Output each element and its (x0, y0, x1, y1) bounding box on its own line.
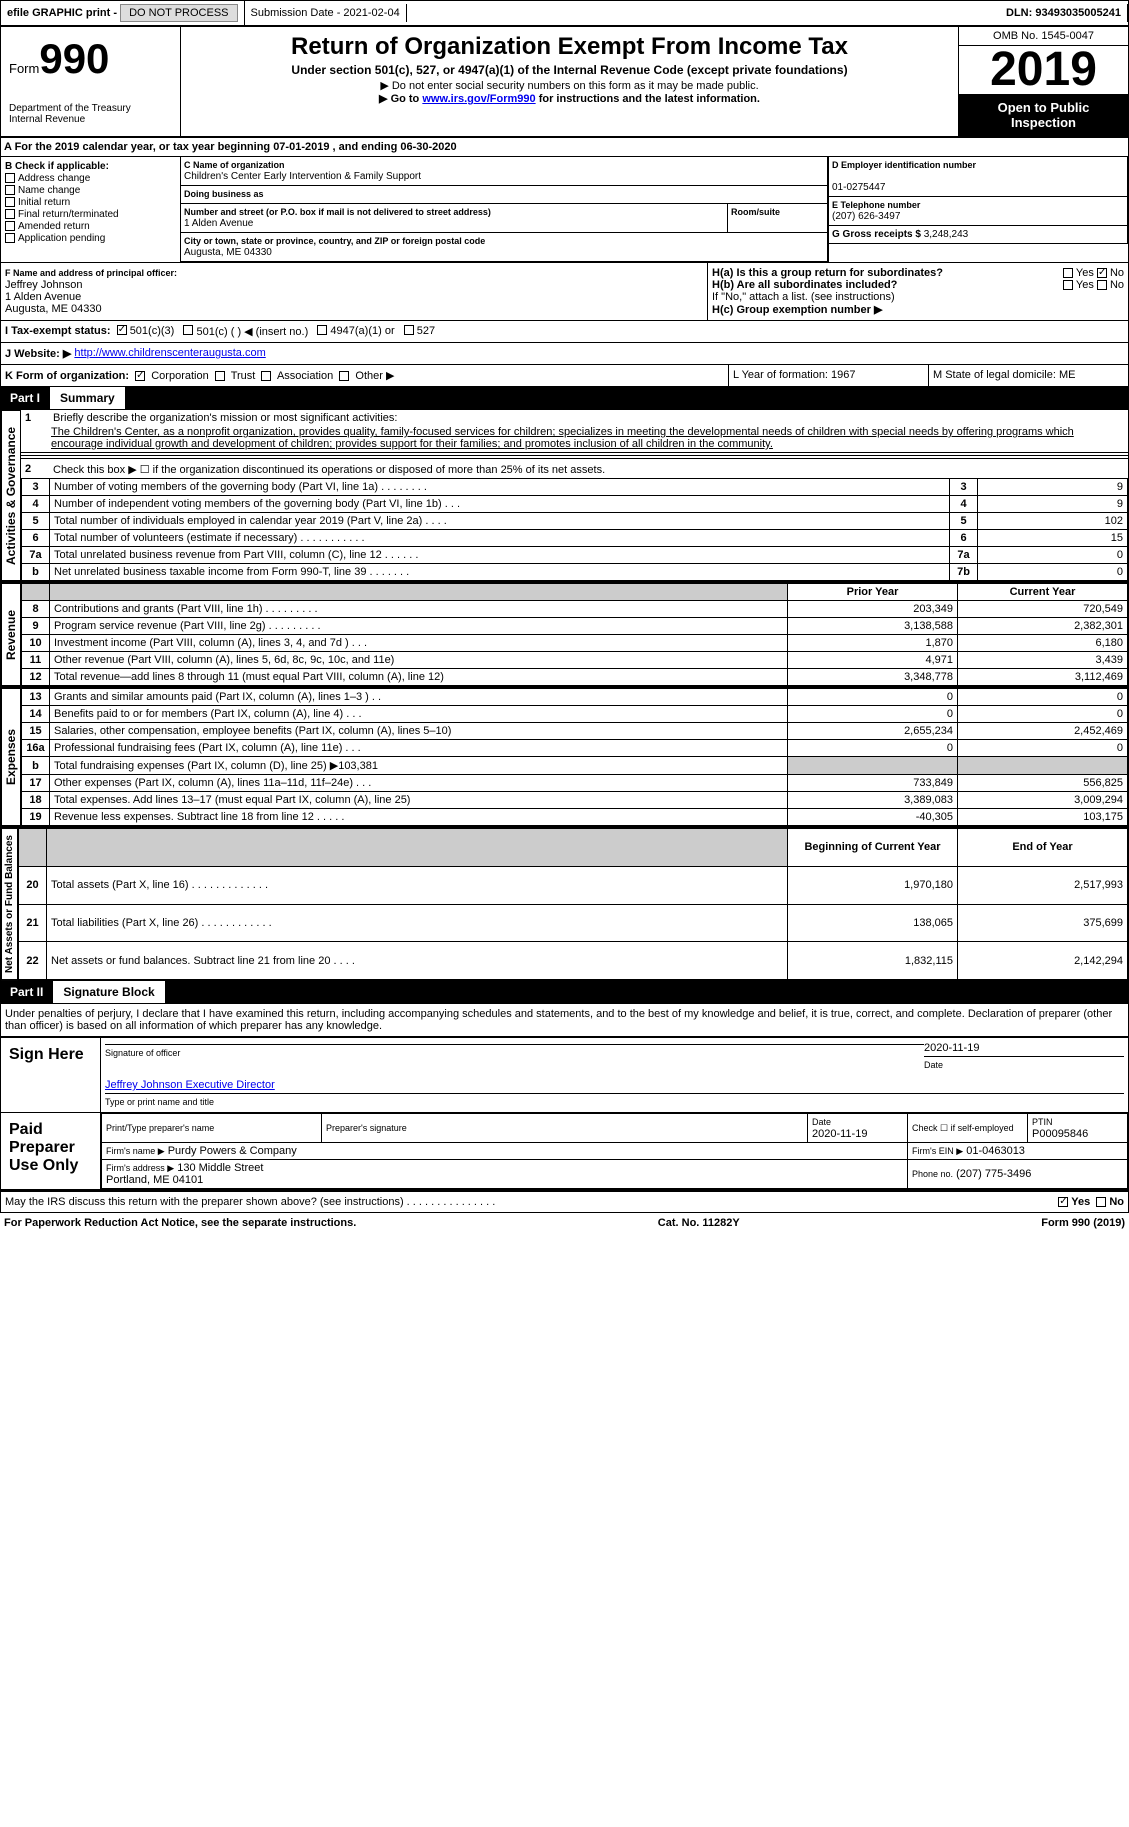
tel: (207) 626-3497 (832, 211, 900, 222)
cat-no: Cat. No. 11282Y (658, 1217, 740, 1229)
form-title: Return of Organization Exempt From Incom… (187, 33, 952, 61)
box-m: M State of legal domicile: ME (928, 365, 1128, 386)
tab-expenses: Expenses (1, 688, 21, 826)
firm-phone: (207) 775-3496 (956, 1168, 1031, 1180)
cb-name: Name change (18, 185, 80, 196)
box-f-lbl: F Name and address of principal officer: (5, 268, 177, 278)
goto-a: ▶ Go to (379, 93, 422, 105)
website-link[interactable]: http://www.childrenscenteraugusta.com (74, 347, 265, 360)
box-l: L Year of formation: 1967 (728, 365, 928, 386)
paid-preparer: Paid Preparer Use Only (1, 1113, 101, 1189)
city-lbl: City or town, state or province, country… (184, 236, 485, 246)
goto-b: for instructions and the latest informat… (536, 93, 760, 105)
firm-name: Purdy Powers & Company (168, 1145, 297, 1157)
tab-revenue: Revenue (1, 583, 21, 686)
tel-lbl: E Telephone number (832, 200, 920, 210)
irs-link[interactable]: www.irs.gov/Form990 (422, 93, 535, 105)
part2-header: Part II Signature Block (0, 981, 1129, 1003)
print-button[interactable]: DO NOT PROCESS (120, 4, 237, 22)
ein: 01-0275447 (832, 182, 885, 193)
section-a: A For the 2019 calendar year, or tax yea… (0, 137, 1129, 157)
tab-net: Net Assets or Fund Balances (1, 828, 18, 980)
gross: 3,248,243 (924, 229, 969, 240)
officer-typed[interactable]: Jeffrey Johnson Executive Director (105, 1079, 275, 1091)
dln: DLN: 93493035005241 (407, 4, 1128, 22)
subtitle-1: Under section 501(c), 527, or 4947(a)(1)… (187, 63, 952, 77)
sign-here: Sign Here (1, 1038, 101, 1112)
cb-initial: Initial return (18, 197, 70, 208)
declaration: Under penalties of perjury, I declare th… (0, 1003, 1129, 1037)
q2: Check this box ▶ ☐ if the organization d… (53, 463, 605, 476)
q1: Briefly describe the organization's miss… (53, 412, 397, 424)
sig-date: 2020-11-19 (924, 1042, 979, 1054)
org-name: Children's Center Early Intervention & F… (184, 171, 421, 182)
paperwork-notice: For Paperwork Reduction Act Notice, see … (4, 1217, 356, 1229)
self-emp: Check ☐ if self-employed (908, 1114, 1028, 1143)
cb-final: Final return/terminated (18, 209, 119, 220)
tax-year: 2019 (959, 46, 1128, 94)
part2-num: Part II (0, 981, 53, 1003)
addr-lbl: Number and street (or P.O. box if mail i… (184, 207, 491, 217)
dept-treasury: Department of the Treasury Internal Reve… (9, 103, 172, 125)
top-bar: efile GRAPHIC print - DO NOT PROCESS Sub… (0, 0, 1129, 26)
box-b: B Check if applicable: Address change Na… (1, 157, 181, 262)
date-lbl: Date (924, 1060, 943, 1070)
cb-address: Address change (18, 173, 90, 184)
officer-addr: 1 Alden Avenue Augusta, ME 04330 (5, 291, 102, 315)
firm-ein: 01-0463013 (966, 1145, 1025, 1157)
submission-date: Submission Date - 2021-02-04 (245, 4, 407, 22)
tab-activities: Activities & Governance (1, 410, 21, 581)
ptin: P00095846 (1032, 1128, 1088, 1140)
box-c-lbl: C Name of organization (184, 160, 285, 170)
hb-lbl: H(b) Are all subordinates included? (712, 279, 897, 291)
form-word: Form (9, 61, 39, 76)
box-i-lbl: I Tax-exempt status: (5, 325, 111, 338)
box-k-lbl: K Form of organization: (5, 370, 129, 382)
ha-lbl: H(a) Is this a group return for subordin… (712, 267, 943, 279)
dba-lbl: Doing business as (184, 189, 264, 199)
hc-lbl: H(c) Group exemption number ▶ (712, 304, 882, 316)
box-j-lbl: J Website: ▶ (5, 347, 71, 360)
cb-amended: Amended return (18, 221, 90, 232)
addr: 1 Alden Avenue (184, 218, 253, 229)
box-b-title: B Check if applicable: (5, 161, 109, 172)
form-ref: Form 990 (2019) (1041, 1217, 1125, 1229)
form-header: Form990 Department of the Treasury Inter… (0, 26, 1129, 137)
city: Augusta, ME 04330 (184, 247, 272, 258)
cb-pending: Application pending (18, 233, 105, 244)
form-number: 990 (39, 35, 109, 82)
public-inspection: Open to Public Inspection (959, 94, 1128, 136)
type-name-lbl: Type or print name and title (105, 1097, 214, 1107)
efile-label: efile GRAPHIC print - (7, 7, 120, 19)
mission: The Children's Center, as a nonprofit or… (21, 426, 1128, 450)
part2-title: Signature Block (53, 981, 164, 1003)
part1-num: Part I (0, 387, 50, 409)
sig-officer-lbl: Signature of officer (105, 1048, 180, 1058)
part1-title: Summary (50, 387, 125, 409)
ein-lbl: D Employer identification number (832, 160, 976, 170)
officer-name: Jeffrey Johnson (5, 279, 82, 291)
subtitle-2: ▶ Do not enter social security numbers o… (187, 79, 952, 92)
part1-header: Part I Summary (0, 387, 1129, 409)
irs-discuss: May the IRS discuss this return with the… (5, 1196, 495, 1208)
gross-lbl: G Gross receipts $ (832, 229, 921, 240)
hb-note: If "No," attach a list. (see instruction… (712, 291, 1124, 303)
room-lbl: Room/suite (731, 207, 780, 217)
